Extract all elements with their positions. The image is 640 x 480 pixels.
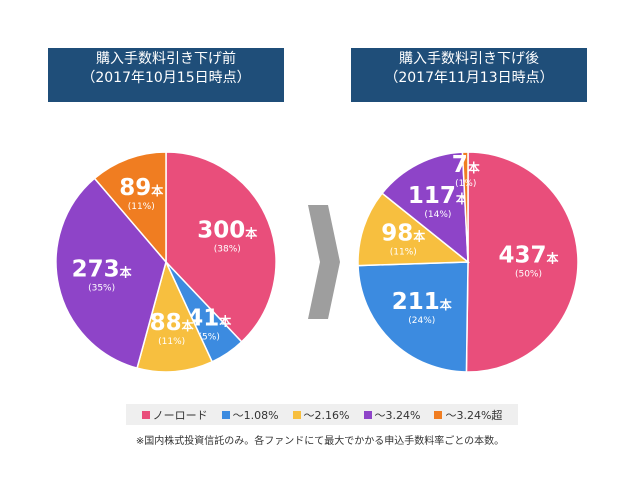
right-title-line1: 購入手数料引き下げ後 [399, 51, 539, 67]
legend: ノーロード ～1.08% ～2.16% ～3.24% ～3.24%超 [126, 404, 518, 425]
pie-slice [93, 151, 167, 265]
legend-label: ノーロード [152, 408, 208, 422]
pie-slice [357, 261, 469, 373]
slice-percent-label: (38%) [214, 245, 241, 255]
left-title-line1: 購入手数料引き下げ前 [96, 51, 236, 67]
legend-label: ～2.16% [303, 408, 350, 422]
right-chart-title: 購入手数料引き下げ後 （2017年11月13日時点） [351, 48, 587, 102]
slice-percent-label: (14%) [424, 210, 451, 220]
slice-percent-label: (5%) [199, 333, 220, 343]
legend-label: ～3.24% [374, 408, 421, 422]
slice-value-label: 7本 [452, 152, 480, 178]
slice-value-label: 89本 [119, 175, 163, 201]
arrow-right-icon [308, 205, 340, 319]
slice-value-label: 211本 [392, 289, 452, 315]
legend-item-upto108: ～1.08% [221, 407, 279, 423]
slice-percent-label: (24%) [408, 316, 435, 326]
pie-slice [461, 151, 469, 263]
slice-percent-label: (11%) [158, 337, 185, 347]
left-title-line2: （2017年10月15日時点） [81, 70, 251, 86]
legend-item-noload: ノーロード [141, 407, 208, 423]
slice-percent-label: (35%) [88, 283, 115, 293]
pie-slice [381, 151, 469, 264]
pie-chart-before: 300本(38%)41本(5%)88本(11%)273本(35%)89本(11%… [55, 151, 277, 373]
slice-value-label: 41本 [187, 306, 231, 332]
legend-item-upto324: ～3.24% [363, 407, 421, 423]
legend-item-upto216: ～2.16% [292, 407, 350, 423]
slice-value-label: 437本 [498, 242, 558, 268]
slice-percent-label: (11%) [128, 202, 155, 212]
pie-charts: 300本(38%)41本(5%)88本(11%)273本(35%)89本(11%… [55, 151, 579, 373]
slice-percent-label: (50%) [515, 269, 542, 279]
slice-value-label: 88本 [150, 310, 194, 336]
slice-value-label: 98本 [381, 220, 425, 246]
legend-item-over324: ～3.24%超 [434, 407, 502, 423]
pie-slice [55, 177, 167, 370]
legend-label: ～1.08% [232, 408, 279, 422]
slice-percent-label: (11%) [390, 247, 417, 257]
slice-percent-label: (1%) [455, 179, 476, 189]
legend-swatch [292, 410, 301, 419]
slice-value-label: 117本 [408, 183, 468, 209]
footnote: ※国内株式投資信託のみ。各ファンドにて最大でかかる申込手数料率ごとの本数。 [135, 436, 505, 447]
pie-slice [136, 259, 214, 373]
left-chart-title: 購入手数料引き下げ前 （2017年10月15日時点） [48, 48, 284, 102]
legend-swatch [434, 410, 443, 419]
slice-value-label: 273本 [72, 256, 132, 282]
pie-slice [465, 151, 579, 373]
legend-swatch [221, 410, 230, 419]
pie-slice [357, 192, 471, 267]
legend-swatch [363, 410, 372, 419]
legend-label: ～3.24%超 [445, 408, 503, 422]
slice-value-label: 300本 [197, 218, 257, 244]
pie-slice [165, 151, 277, 343]
right-title-line2: （2017年11月13日時点） [384, 70, 554, 86]
pie-chart-after: 437本(50%) 211本(24%) 98本(11%) 117本(14%) 7本(1%… [357, 151, 579, 373]
legend-swatch [141, 410, 150, 419]
